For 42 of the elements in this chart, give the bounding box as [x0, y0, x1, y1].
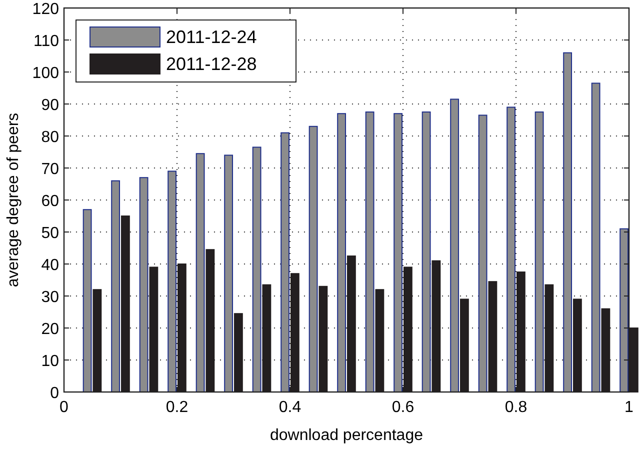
- x-tick-label: 0.2: [166, 399, 188, 416]
- bar: [620, 228, 629, 392]
- x-tick-label: 0.6: [392, 399, 414, 416]
- y-tick-label: 40: [41, 257, 60, 274]
- y-axis-title: average degree of peers: [5, 112, 22, 288]
- bar: [196, 153, 205, 392]
- bar: [111, 180, 120, 392]
- bar: [563, 52, 572, 392]
- bar: [365, 112, 374, 392]
- y-tick-label: 20: [41, 321, 60, 338]
- y-tick-label: 110: [33, 33, 60, 50]
- bar: [337, 113, 346, 392]
- bar: [252, 146, 262, 392]
- y-tick-label: 90: [41, 97, 60, 114]
- bar: [308, 126, 318, 392]
- y-tick-label: 80: [41, 129, 60, 146]
- y-tick-label: 10: [41, 353, 60, 370]
- legend-label: 2011-12-24: [166, 27, 257, 47]
- x-tick-label: 0.8: [504, 399, 528, 416]
- bar: [591, 82, 600, 392]
- bar: [168, 170, 177, 392]
- bar: [422, 112, 431, 392]
- x-tick-label: 1: [624, 399, 634, 416]
- y-tick-label: 120: [32, 1, 60, 18]
- bar: [534, 112, 544, 392]
- bar: [139, 177, 148, 392]
- x-tick-label: 0.4: [278, 399, 302, 416]
- bar: [224, 154, 234, 392]
- bar: [478, 114, 488, 392]
- y-tick-label: 70: [41, 161, 60, 178]
- y-tick-label: 30: [41, 289, 60, 306]
- x-axis-title: download percentage: [270, 427, 424, 444]
- y-tick-label: 100: [32, 65, 60, 82]
- bar: [450, 98, 460, 392]
- bar: [506, 106, 516, 392]
- y-tick-label: 0: [50, 385, 60, 402]
- y-tick-label: 60: [41, 193, 60, 210]
- y-tick-label: 50: [41, 225, 60, 242]
- bar: [280, 132, 290, 392]
- bar: [82, 209, 92, 392]
- legend-label: 2011-12-28: [166, 54, 257, 74]
- bar: [394, 113, 403, 392]
